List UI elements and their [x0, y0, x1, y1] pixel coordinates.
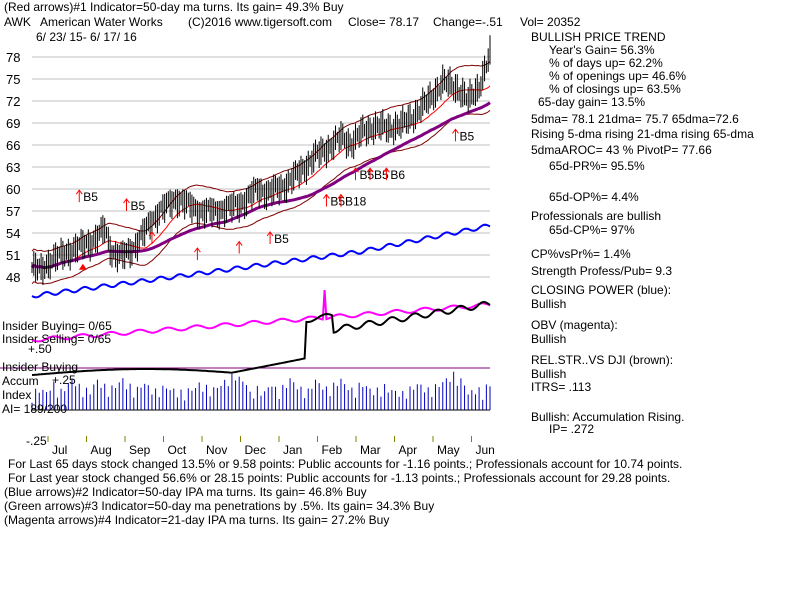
scale-plus50: +.50: [28, 342, 52, 356]
arrow-label: B5: [360, 168, 375, 182]
arrow-label: B18: [345, 195, 367, 209]
y-tick-label: 51: [6, 248, 20, 263]
red-arrow-head: [266, 231, 274, 237]
arrow-label: B5: [274, 232, 289, 246]
month-label: Nov: [206, 443, 227, 457]
month-label: Oct: [168, 443, 187, 457]
itrs-value: ITRS= .113: [531, 380, 592, 394]
closings-up: % of closings up= 63.5%: [549, 82, 681, 96]
gain-65day: 65-day gain= 13.5%: [538, 95, 646, 109]
y-tick-label: 75: [6, 72, 20, 87]
obv-line: [31, 289, 491, 343]
month-label: Feb: [322, 443, 343, 457]
ma65-line: [30, 101, 491, 270]
footer-65day: For Last 65 days stock changed 13.5% or …: [8, 457, 683, 471]
arrow-label: B6: [390, 168, 405, 182]
month-label: Dec: [245, 443, 266, 457]
footer-blue-arrows: (Blue arrows)#2 Indicator=50-day IPA ma …: [4, 485, 367, 499]
insider-selling-count: Insider Selling= 0/65: [2, 332, 112, 346]
closing-power-state: Bullish: [531, 297, 567, 311]
month-label: Apr: [399, 443, 418, 457]
month-label: Mar: [360, 443, 381, 457]
arrow-label: B5: [459, 129, 474, 143]
header-ticker: AWK: [4, 15, 31, 29]
obv-state: Bullish: [531, 332, 567, 346]
date-range: 6/ 23/ 15- 6/ 17/ 16: [36, 30, 137, 44]
header-indicator-line: (Red arrows)#1 Indicator=50-day ma turns…: [4, 0, 344, 14]
relstr-line: [31, 300, 491, 376]
y-tick-label: 48: [6, 270, 20, 285]
scale-minus25: -.25: [26, 434, 47, 448]
accum-label: Accum: [2, 374, 39, 388]
insider-buying-count: Insider Buying= 0/65: [2, 319, 112, 333]
month-label: Jan: [283, 443, 302, 457]
month-label: Sep: [129, 443, 151, 457]
panel-title: BULLISH PRICE TREND: [531, 30, 666, 44]
y-tick-label: 57: [6, 204, 20, 219]
y-tick-label: 66: [6, 138, 20, 153]
footer-year: For Last year stock changed 56.6% or 28.…: [8, 471, 671, 485]
red-arrow-head: [366, 167, 374, 173]
days-up: % of days up= 62.2%: [549, 56, 663, 70]
rising-dma: Rising 5-dma rising 21-dma rising 65-dma: [531, 127, 754, 141]
relstr-label: REL.STR..VS DJI (brown):: [531, 353, 674, 367]
header-copyright: (C)2016 www.tigersoft.com: [188, 15, 333, 29]
openings-up: % of openings up= 46.6%: [549, 69, 687, 83]
index-label: Index: [2, 388, 32, 402]
header-company: American Water Works: [40, 15, 163, 29]
month-label: Jul: [52, 443, 67, 457]
cp-vs-pr: CP%vsPr%= 1.4%: [531, 247, 631, 261]
closing-power-line: [31, 223, 491, 299]
footer-green-arrows: (Green arrows)#3 Indicator=50-day ma pen…: [4, 499, 435, 513]
relstr-state: Bullish: [531, 367, 567, 381]
scale-plus25: +.25: [52, 373, 76, 387]
ip-value: IP= .272: [549, 422, 595, 436]
red-arrow-head: [235, 240, 243, 246]
y-tick-label: 60: [6, 182, 20, 197]
header-volume: Vol= 20352: [520, 15, 581, 29]
y-tick-label: 63: [6, 160, 20, 175]
lower-band-line: [31, 109, 491, 285]
aroc-pivot: 5dmaAROC= 43 % PivotP= 77.66: [531, 143, 712, 157]
footer-magenta-arrows: (Magenta arrows)#4 Indicator=21-day IPA …: [4, 513, 390, 527]
dma-values: 5dma= 78.1 21dma= 75.7 65dma=72.6: [531, 112, 739, 126]
red-arrow-large: [78, 263, 87, 270]
red-arrow-head: [337, 193, 345, 199]
arrow-label: B5: [83, 190, 98, 204]
ai-value: AI= 189/200: [2, 402, 68, 416]
professionals-status: Professionals are bullish: [531, 209, 662, 223]
month-label: Jun: [476, 443, 495, 457]
red-arrow-head: [352, 167, 359, 173]
month-label: May: [437, 443, 460, 457]
pr-65day: 65d-PR%= 95.5%: [549, 159, 645, 173]
red-arrow-head: [193, 247, 201, 253]
header-close: Close= 78.17: [348, 15, 420, 29]
cp-65day: 65d-CP%= 97%: [549, 223, 635, 237]
arrow-label: B5: [374, 168, 389, 182]
arrow-label: B5: [330, 195, 345, 209]
accumulation-status: Bullish: Accumulation Rising.: [531, 410, 685, 424]
y-tick-label: 54: [6, 226, 20, 241]
header-change: Change=-.51: [433, 15, 503, 29]
red-arrow-head: [123, 198, 130, 204]
y-tick-label: 69: [6, 116, 20, 131]
red-arrow-head: [148, 231, 156, 237]
op-65day: 65d-OP%= 4.4%: [549, 190, 639, 204]
insider-buying-label: Insider Buying: [2, 360, 79, 374]
years-gain: Year's Gain= 56.3%: [549, 43, 655, 57]
red-arrow-head: [452, 128, 459, 134]
arrow-label: B5: [131, 199, 146, 213]
closing-power-label: CLOSING POWER (blue):: [531, 283, 672, 297]
y-tick-label: 72: [6, 94, 20, 109]
y-tick-label: 78: [6, 50, 20, 65]
red-arrow-head: [323, 193, 330, 199]
red-arrow-head: [383, 167, 390, 173]
obv-label: OBV (magenta):: [531, 318, 618, 332]
red-arrow-head: [75, 189, 83, 195]
strength-ratio: Strength Profess/Pub= 9.3: [531, 264, 673, 278]
month-label: Aug: [91, 443, 112, 457]
